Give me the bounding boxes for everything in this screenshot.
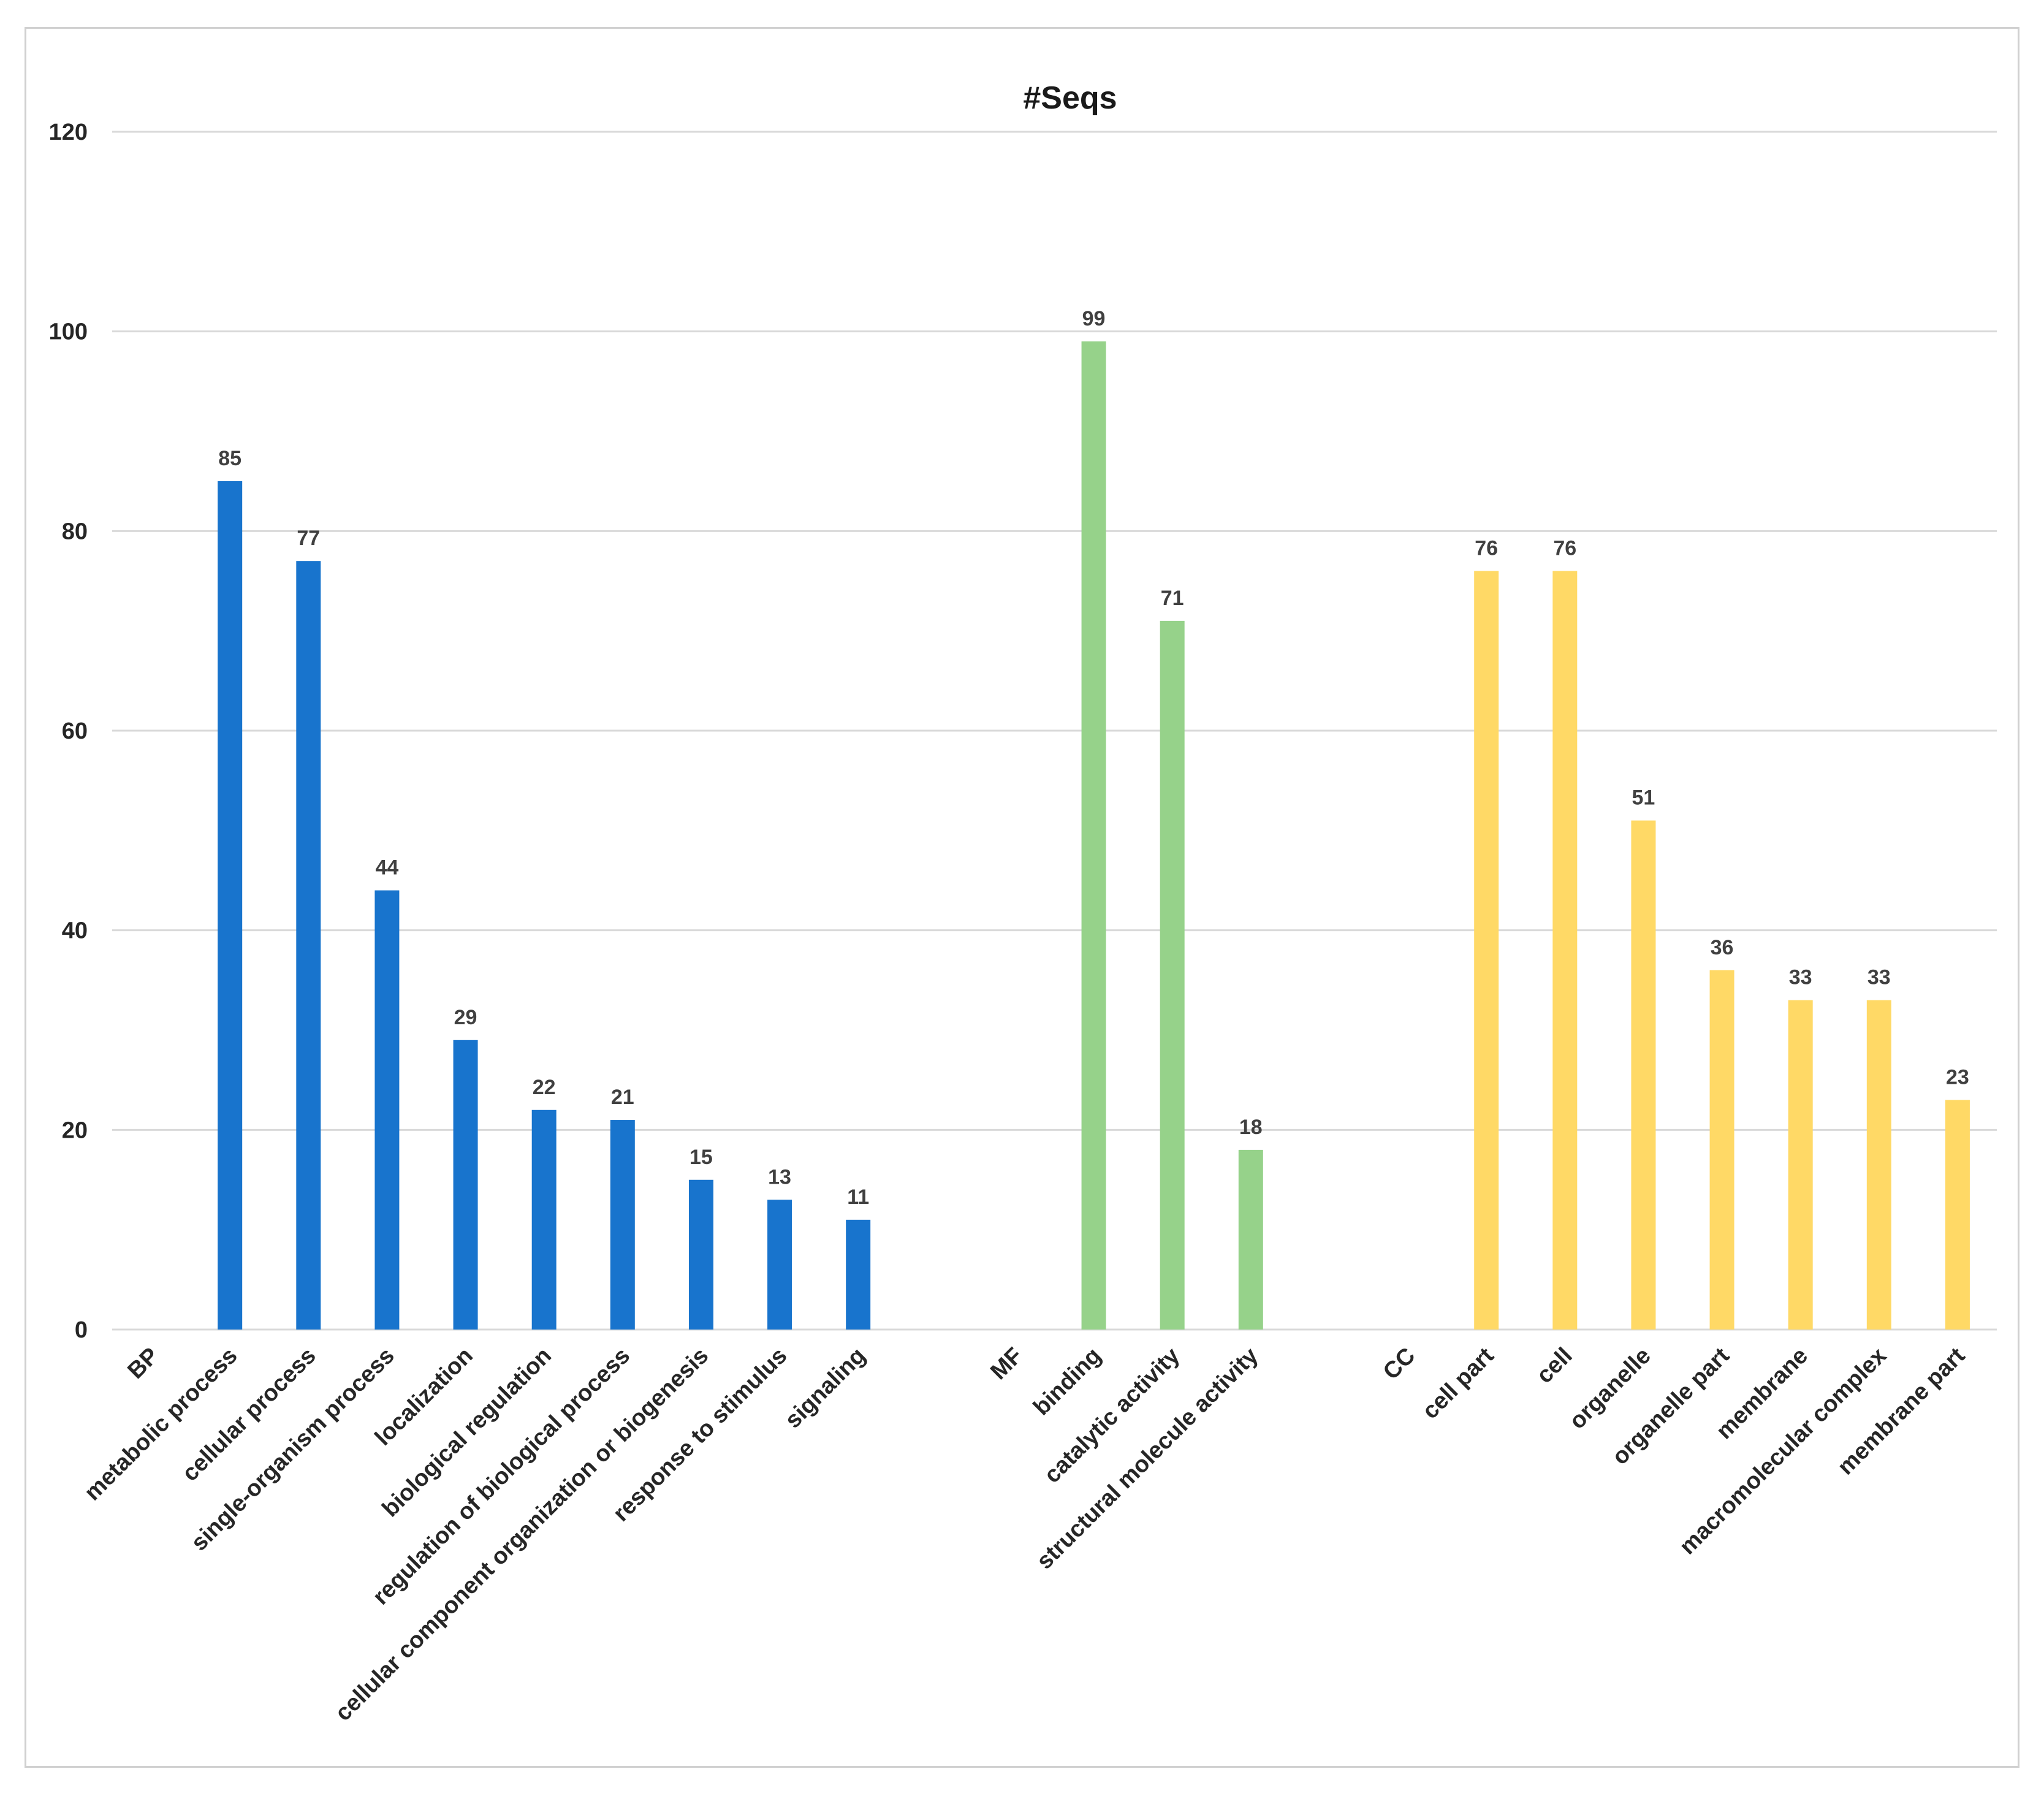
bar <box>296 561 321 1330</box>
data-label: 33 <box>1789 966 1812 989</box>
bar <box>1788 1000 1813 1330</box>
bar <box>1631 820 1656 1330</box>
x-tick-label: cellular component organization or bioge… <box>330 1343 713 1726</box>
data-label: 76 <box>1553 536 1576 560</box>
y-tick-label: 120 <box>49 120 88 145</box>
data-label: 71 <box>1161 587 1184 610</box>
bar <box>1709 970 1734 1330</box>
bar <box>610 1120 635 1330</box>
data-label: 33 <box>1867 966 1891 989</box>
chart-frame: #Seqs 0 20 40 60 80 100 120 85 77 44 29 22 21 15 13 11… <box>25 27 2019 1768</box>
data-label: 36 <box>1711 936 1734 959</box>
bar <box>1945 1100 1970 1330</box>
y-tick-label: 0 <box>75 1317 88 1343</box>
bar <box>218 481 243 1330</box>
bar <box>374 890 400 1330</box>
bar <box>1866 1000 1891 1330</box>
bar <box>1474 571 1499 1330</box>
bar <box>1081 341 1106 1330</box>
data-label: 22 <box>533 1076 556 1099</box>
bars <box>218 341 1970 1330</box>
bar <box>846 1219 871 1330</box>
bar <box>453 1040 478 1330</box>
y-tick-label: 60 <box>62 718 88 744</box>
bar <box>767 1200 792 1330</box>
data-label: 18 <box>1239 1116 1263 1139</box>
bar-chart: #Seqs 0 20 40 60 80 100 120 85 77 44 29 22 21 15 13 11… <box>49 80 1997 1726</box>
data-label: 11 <box>847 1185 869 1209</box>
bar <box>531 1109 557 1330</box>
data-label: 85 <box>218 447 241 470</box>
data-labels: 85 77 44 29 22 21 15 13 11 99 71 18 76 76 51 36 33 33 23 <box>218 307 1969 1209</box>
x-tick-label: cellular process <box>177 1343 321 1486</box>
x-tick-label: CC <box>1378 1343 1421 1385</box>
bar <box>688 1179 713 1330</box>
y-axis-ticks: 0 20 40 60 80 100 120 <box>49 120 88 1343</box>
x-tick-label: metabolic process <box>80 1343 243 1506</box>
y-tick-label: 20 <box>62 1117 88 1143</box>
y-tick-label: 40 <box>62 918 88 944</box>
data-label: 15 <box>690 1146 713 1169</box>
bar <box>1552 571 1578 1330</box>
data-label: 76 <box>1475 536 1498 560</box>
x-tick-label: signaling <box>780 1343 871 1434</box>
y-tick-label: 80 <box>62 519 88 544</box>
data-label: 29 <box>454 1006 477 1029</box>
x-tick-label: binding <box>1028 1343 1106 1421</box>
data-label: 44 <box>376 856 399 880</box>
chart-title: #Seqs <box>1023 80 1117 116</box>
bar <box>1160 620 1185 1330</box>
x-tick-label: BP <box>123 1343 164 1384</box>
x-tick-label: MF <box>986 1343 1028 1385</box>
data-label: 77 <box>297 527 320 550</box>
x-tick-label: catalytic activity <box>1039 1343 1185 1488</box>
data-label: 51 <box>1632 786 1655 810</box>
gridlines <box>112 131 1997 1331</box>
x-tick-label: cell <box>1532 1343 1578 1389</box>
bar <box>1238 1149 1263 1330</box>
data-label: 21 <box>611 1086 634 1109</box>
data-label: 13 <box>768 1165 791 1189</box>
y-tick-label: 100 <box>49 319 88 345</box>
data-label: 23 <box>1946 1065 1969 1089</box>
data-label: 99 <box>1082 307 1106 330</box>
x-tick-label: cell part <box>1418 1342 1499 1424</box>
